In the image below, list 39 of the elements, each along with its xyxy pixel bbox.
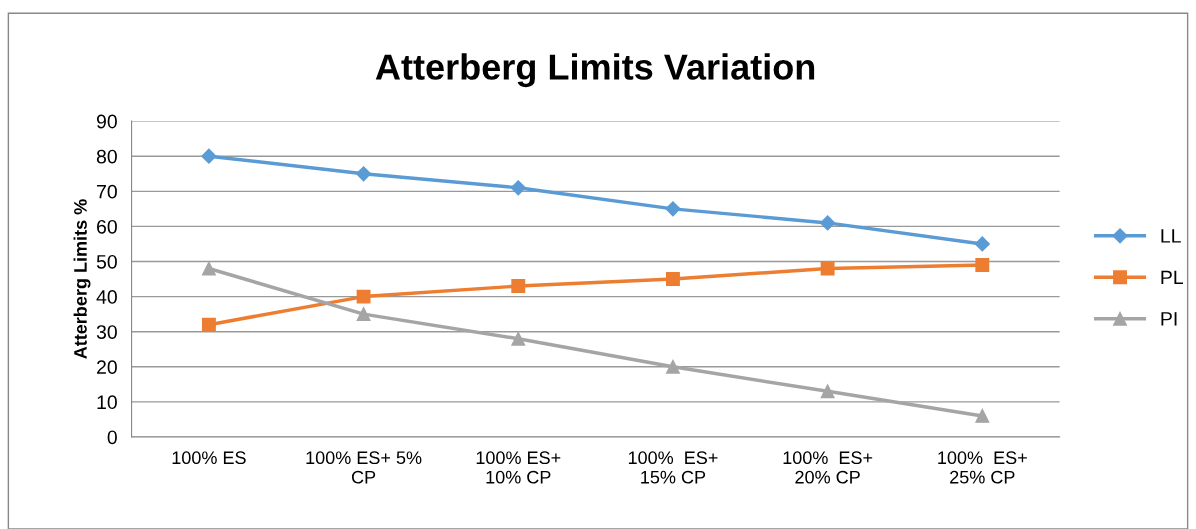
x-tick-label: 100% ES+ 10% CP bbox=[476, 451, 561, 484]
point bbox=[820, 261, 835, 276]
legend-label: PL bbox=[1161, 270, 1184, 285]
y-tick-label: 90 bbox=[96, 114, 117, 129]
point bbox=[356, 166, 372, 182]
point bbox=[201, 261, 216, 276]
point bbox=[666, 272, 680, 286]
x-tick-label: 100% ES+ 20% CP bbox=[783, 451, 873, 484]
y-tick-label: 10 bbox=[97, 395, 117, 410]
x-tick-label: 100% ES+ 25% CP bbox=[938, 451, 1027, 484]
point bbox=[510, 180, 526, 196]
chart-title: Atterberg Limits Variation bbox=[375, 53, 815, 88]
y-tick-label: 80 bbox=[96, 149, 117, 164]
y-tick-label: 50 bbox=[96, 254, 117, 269]
point bbox=[974, 236, 990, 252]
point bbox=[511, 279, 526, 294]
y-tick-label: 70 bbox=[97, 184, 117, 199]
x-tick-label: 100% ES+ 5% CP bbox=[306, 451, 422, 484]
point bbox=[356, 289, 371, 304]
y-tick-label: 30 bbox=[96, 325, 117, 339]
legend-label: PI bbox=[1161, 312, 1177, 326]
x-tick-label: 100% ES bbox=[172, 451, 246, 465]
point bbox=[666, 359, 680, 374]
point bbox=[975, 258, 990, 272]
point bbox=[665, 201, 681, 217]
point bbox=[975, 408, 990, 423]
point bbox=[356, 307, 371, 322]
point bbox=[820, 384, 835, 399]
point bbox=[201, 317, 216, 332]
x-tick-label: 100% ES+ 15% CP bbox=[628, 451, 718, 484]
y-tick-label: 20 bbox=[97, 360, 117, 375]
legend-label: LL bbox=[1161, 229, 1181, 243]
y-tick-label: 60 bbox=[97, 219, 117, 234]
y-tick-label: 0 bbox=[107, 430, 117, 445]
point bbox=[820, 215, 836, 231]
y-axis-title: Atterberg Limits % bbox=[73, 199, 91, 359]
point bbox=[201, 148, 217, 164]
y-tick-label: 40 bbox=[96, 290, 117, 304]
point bbox=[511, 331, 526, 346]
